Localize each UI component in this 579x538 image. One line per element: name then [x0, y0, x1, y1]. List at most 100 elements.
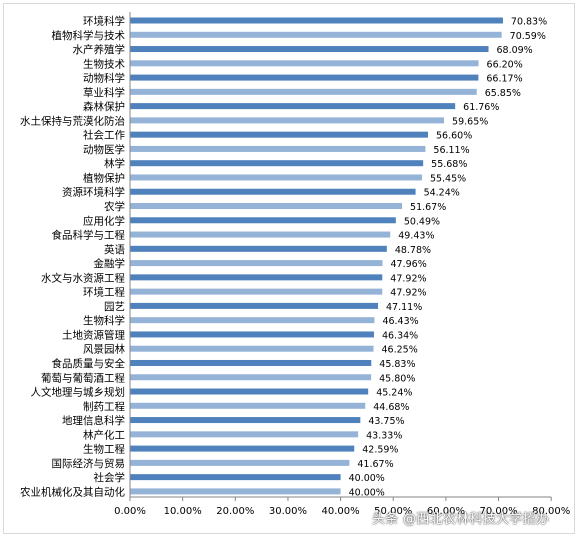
data-label: 46.25%	[382, 345, 418, 356]
bar	[130, 131, 428, 138]
bar	[130, 331, 374, 338]
data-label: 47.92%	[390, 288, 426, 299]
data-label: 45.80%	[379, 373, 415, 384]
category-label: 环境工程	[83, 286, 125, 299]
category-label: 农学	[104, 200, 125, 213]
data-label: 66.20%	[487, 59, 523, 70]
data-label: 47.92%	[390, 273, 426, 284]
bar	[130, 160, 424, 167]
bar	[130, 274, 383, 281]
x-tick-label: 30.00%	[269, 506, 307, 517]
bar	[130, 359, 372, 366]
bar	[130, 417, 361, 424]
bar	[130, 488, 341, 495]
category-label: 水文与水资源工程	[41, 271, 125, 284]
category-label: 人文地理与城乡规划	[31, 386, 126, 399]
category-label: 森林保护	[83, 100, 125, 113]
bar	[130, 374, 372, 381]
bar	[130, 31, 502, 38]
x-tick-label: 50.00%	[374, 506, 412, 517]
bar	[130, 431, 359, 438]
data-label: 42.59%	[362, 445, 398, 456]
bar	[130, 231, 391, 238]
category-label: 生物技术	[83, 57, 125, 70]
category-label: 园艺	[104, 301, 125, 313]
bar	[130, 302, 379, 309]
x-tick-label: 0.00%	[114, 506, 146, 517]
category-label: 土地资源管理	[62, 328, 125, 341]
category-label: 草业科学	[83, 86, 125, 99]
category-label: 国际经济与贸易	[52, 457, 126, 470]
data-label: 45.24%	[376, 388, 412, 399]
data-label: 70.59%	[510, 31, 546, 42]
data-label: 40.00%	[349, 473, 385, 484]
bar	[130, 174, 422, 181]
x-tick-label: 70.00%	[479, 506, 517, 517]
bar	[130, 145, 426, 152]
data-label: 50.49%	[404, 216, 440, 227]
category-label: 英语	[104, 243, 125, 256]
category-label: 动物医学	[83, 143, 125, 156]
data-label: 68.09%	[496, 45, 532, 56]
category-label: 植物科学与技术	[52, 29, 126, 42]
data-label: 47.96%	[391, 259, 427, 270]
x-tick-label: 60.00%	[427, 506, 465, 517]
category-label: 食品科学与工程	[52, 229, 126, 242]
data-label: 41.67%	[357, 459, 393, 470]
bar	[130, 217, 396, 224]
data-label: 65.85%	[485, 88, 521, 99]
category-label: 环境科学	[83, 15, 125, 28]
bar	[130, 60, 479, 67]
data-label: 56.11%	[433, 145, 469, 156]
category-label: 生物科学	[83, 314, 125, 327]
data-label: 43.75%	[368, 416, 404, 427]
bar	[130, 117, 445, 124]
category-label: 社会工作	[83, 129, 125, 142]
bar	[130, 345, 374, 352]
data-label: 44.68%	[373, 402, 409, 413]
data-label: 55.68%	[431, 159, 467, 170]
category-label: 金融学	[94, 257, 126, 270]
data-label: 54.24%	[424, 188, 460, 199]
bar	[130, 88, 477, 95]
category-label: 社会学	[94, 471, 126, 484]
data-label: 40.00%	[349, 487, 385, 498]
bar	[130, 445, 355, 452]
bar	[130, 388, 369, 395]
bar	[130, 245, 387, 252]
data-label: 46.43%	[382, 316, 418, 327]
data-label: 56.60%	[436, 131, 472, 142]
data-label: 51.67%	[410, 202, 446, 213]
category-label: 葡萄与葡萄酒工程	[41, 371, 125, 384]
category-label: 制药工程	[83, 400, 125, 413]
bar	[130, 103, 456, 110]
category-label: 动物科学	[83, 72, 125, 85]
bar	[130, 17, 503, 24]
bar	[130, 459, 350, 466]
watermark: 头条 @西北农林科技大学招办	[372, 512, 550, 527]
data-label: 70.83%	[511, 17, 547, 28]
bar	[130, 74, 479, 81]
x-tick-label: 40.00%	[322, 506, 360, 517]
bar	[130, 260, 383, 267]
bar	[130, 288, 383, 295]
data-label: 46.34%	[382, 330, 418, 341]
category-label: 资源环境科学	[62, 186, 125, 199]
data-label: 55.45%	[430, 173, 466, 184]
data-label: 61.76%	[463, 102, 499, 113]
bar	[130, 402, 366, 409]
category-label: 植物保护	[83, 171, 125, 184]
data-label: 45.83%	[379, 359, 415, 370]
category-label: 水产养殖学	[73, 43, 126, 56]
category-label: 地理信息科学	[62, 414, 125, 427]
bar	[130, 46, 489, 53]
data-label: 49.43%	[398, 231, 434, 242]
category-label: 林产化工	[83, 428, 125, 441]
x-tick-label: 10.00%	[164, 506, 202, 517]
category-label: 林学	[104, 157, 125, 170]
x-tick-label: 80.00%	[532, 506, 570, 517]
bar	[130, 203, 403, 210]
category-label: 生物工程	[83, 443, 125, 456]
data-label: 43.33%	[366, 430, 402, 441]
